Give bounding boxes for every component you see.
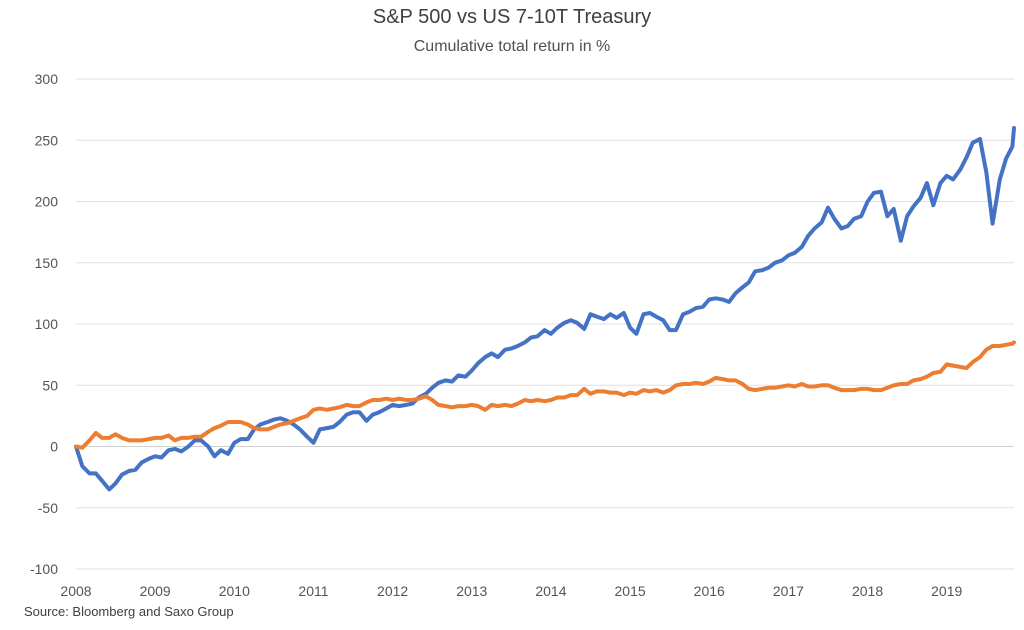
x-axis-tick-labels: 2008 2009 2010 2011 2012 2013 2014 2015 2016 2017…	[60, 583, 962, 599]
y-tick-label: 250	[35, 132, 59, 148]
y-axis-tick-labels: -100 -50 0 50 100 150 200 250 300	[30, 71, 58, 577]
x-tick-label: 2014	[535, 583, 566, 599]
series-line	[74, 126, 1016, 492]
y-tick-label: 200	[35, 194, 59, 210]
series-line	[74, 340, 1016, 450]
chart-title: S&P 500 vs US 7-10T Treasury	[372, 6, 652, 28]
x-tick-label: 2015	[615, 583, 646, 599]
y-tick-label: 300	[35, 71, 59, 87]
series-lines	[74, 126, 1016, 492]
y-tick-label: -100	[30, 561, 58, 577]
source-note: Source: Bloomberg and Saxo Group	[24, 604, 234, 619]
chart-subtitle: Cumulative total return in %	[413, 38, 611, 55]
y-tick-label: 0	[50, 439, 58, 455]
x-tick-label: 2012	[377, 583, 408, 599]
x-tick-label: 2008	[60, 583, 91, 599]
x-tick-label: 2018	[852, 583, 883, 599]
x-tick-label: 2017	[773, 583, 804, 599]
x-tick-label: 2011	[298, 583, 328, 599]
x-tick-label: 2009	[140, 583, 171, 599]
x-tick-label: 2016	[694, 583, 725, 599]
gridlines	[76, 78, 1014, 570]
y-tick-label: 150	[35, 255, 59, 271]
x-tick-label: 2013	[456, 583, 487, 599]
y-tick-label: 100	[35, 316, 59, 332]
x-tick-label: 2010	[219, 583, 250, 599]
y-tick-label: -50	[38, 500, 58, 516]
x-tick-label: 2019	[931, 583, 962, 599]
y-tick-label: 50	[42, 377, 58, 393]
